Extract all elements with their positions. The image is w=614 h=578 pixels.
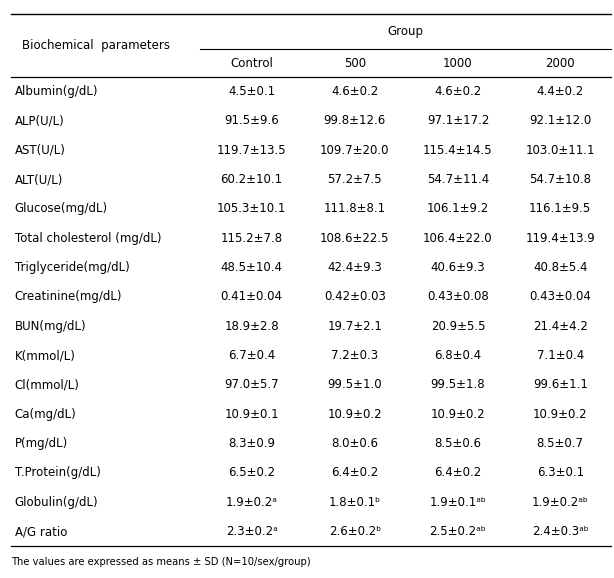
- Text: K(mmol/L): K(mmol/L): [15, 349, 76, 362]
- Text: 106.1±9.2: 106.1±9.2: [427, 202, 489, 216]
- Text: 10.9±0.2: 10.9±0.2: [430, 407, 485, 421]
- Text: 111.8±8.1: 111.8±8.1: [324, 202, 386, 216]
- Text: 1.8±0.1ᵇ: 1.8±0.1ᵇ: [328, 496, 381, 509]
- Text: 10.9±0.2: 10.9±0.2: [533, 407, 588, 421]
- Text: 119.4±13.9: 119.4±13.9: [526, 232, 595, 244]
- Text: 21.4±4.2: 21.4±4.2: [533, 320, 588, 333]
- Text: 103.0±11.1: 103.0±11.1: [526, 144, 595, 157]
- Text: 97.0±5.7: 97.0±5.7: [224, 379, 279, 391]
- Text: 40.8±5.4: 40.8±5.4: [533, 261, 588, 274]
- Text: 6.7±0.4: 6.7±0.4: [228, 349, 275, 362]
- Text: 18.9±2.8: 18.9±2.8: [224, 320, 279, 333]
- Text: 99.8±12.6: 99.8±12.6: [324, 114, 386, 127]
- Text: A/G ratio: A/G ratio: [15, 525, 67, 538]
- Text: 115.2±7.8: 115.2±7.8: [220, 232, 282, 244]
- Text: 10.9±0.2: 10.9±0.2: [327, 407, 382, 421]
- Text: 8.3±0.9: 8.3±0.9: [228, 437, 275, 450]
- Text: 105.3±10.1: 105.3±10.1: [217, 202, 286, 216]
- Text: 97.1±17.2: 97.1±17.2: [427, 114, 489, 127]
- Text: The values are expressed as means ± SD (N=10/sex/group): The values are expressed as means ± SD (…: [11, 557, 311, 566]
- Text: T.Protein(g/dL): T.Protein(g/dL): [15, 466, 101, 479]
- Text: 92.1±12.0: 92.1±12.0: [529, 114, 591, 127]
- Text: 4.6±0.2: 4.6±0.2: [331, 85, 378, 98]
- Text: 4.6±0.2: 4.6±0.2: [434, 85, 481, 98]
- Text: 54.7±10.8: 54.7±10.8: [529, 173, 591, 186]
- Text: 2.5±0.2ᵃᵇ: 2.5±0.2ᵃᵇ: [430, 525, 486, 538]
- Text: 8.5±0.6: 8.5±0.6: [435, 437, 481, 450]
- Text: Biochemical  parameters: Biochemical parameters: [22, 39, 170, 52]
- Text: 108.6±22.5: 108.6±22.5: [320, 232, 389, 244]
- Text: 1.9±0.2ᵃ: 1.9±0.2ᵃ: [226, 496, 278, 509]
- Text: 119.7±13.5: 119.7±13.5: [217, 144, 286, 157]
- Text: 500: 500: [344, 57, 366, 69]
- Text: 40.6±9.3: 40.6±9.3: [430, 261, 485, 274]
- Text: ALP(U/L): ALP(U/L): [15, 114, 64, 127]
- Text: Globulin(g/dL): Globulin(g/dL): [15, 496, 98, 509]
- Text: 109.7±20.0: 109.7±20.0: [320, 144, 389, 157]
- Text: Triglyceride(mg/dL): Triglyceride(mg/dL): [15, 261, 130, 274]
- Text: Total cholesterol (mg/dL): Total cholesterol (mg/dL): [15, 232, 161, 244]
- Text: Creatinine(mg/dL): Creatinine(mg/dL): [15, 290, 122, 303]
- Text: 60.2±10.1: 60.2±10.1: [220, 173, 282, 186]
- Text: P(mg/dL): P(mg/dL): [15, 437, 68, 450]
- Text: 10.9±0.1: 10.9±0.1: [224, 407, 279, 421]
- Text: 19.7±2.1: 19.7±2.1: [327, 320, 383, 333]
- Text: 54.7±11.4: 54.7±11.4: [427, 173, 489, 186]
- Text: 8.0±0.6: 8.0±0.6: [332, 437, 378, 450]
- Text: 0.41±0.04: 0.41±0.04: [220, 290, 282, 303]
- Text: 6.4±0.2: 6.4±0.2: [331, 466, 378, 479]
- Text: 1.9±0.1ᵃᵇ: 1.9±0.1ᵃᵇ: [430, 496, 486, 509]
- Text: 115.4±14.5: 115.4±14.5: [423, 144, 493, 157]
- Text: 1000: 1000: [443, 57, 473, 69]
- Text: Ca(mg/dL): Ca(mg/dL): [15, 407, 77, 421]
- Text: 8.5±0.7: 8.5±0.7: [537, 437, 584, 450]
- Text: 0.42±0.03: 0.42±0.03: [324, 290, 386, 303]
- Text: 42.4±9.3: 42.4±9.3: [327, 261, 382, 274]
- Text: 106.4±22.0: 106.4±22.0: [423, 232, 493, 244]
- Text: 0.43±0.08: 0.43±0.08: [427, 290, 489, 303]
- Text: 6.4±0.2: 6.4±0.2: [434, 466, 481, 479]
- Text: 7.1±0.4: 7.1±0.4: [537, 349, 584, 362]
- Text: 2000: 2000: [545, 57, 575, 69]
- Text: 20.9±5.5: 20.9±5.5: [430, 320, 485, 333]
- Text: 6.3±0.1: 6.3±0.1: [537, 466, 584, 479]
- Text: 7.2±0.3: 7.2±0.3: [331, 349, 378, 362]
- Text: 48.5±10.4: 48.5±10.4: [220, 261, 282, 274]
- Text: Glucose(mg/dL): Glucose(mg/dL): [15, 202, 108, 216]
- Text: 6.8±0.4: 6.8±0.4: [434, 349, 481, 362]
- Text: 99.6±1.1: 99.6±1.1: [533, 379, 588, 391]
- Text: 2.6±0.2ᵇ: 2.6±0.2ᵇ: [328, 525, 381, 538]
- Text: AST(U/L): AST(U/L): [15, 144, 66, 157]
- Text: Cl(mmol/L): Cl(mmol/L): [15, 379, 80, 391]
- Text: Group: Group: [387, 25, 424, 38]
- Text: 57.2±7.5: 57.2±7.5: [327, 173, 382, 186]
- Text: 116.1±9.5: 116.1±9.5: [529, 202, 591, 216]
- Text: Control: Control: [230, 57, 273, 69]
- Text: 6.5±0.2: 6.5±0.2: [228, 466, 275, 479]
- Text: 99.5±1.8: 99.5±1.8: [430, 379, 485, 391]
- Text: 91.5±9.6: 91.5±9.6: [224, 114, 279, 127]
- Text: 99.5±1.0: 99.5±1.0: [327, 379, 382, 391]
- Text: 4.5±0.1: 4.5±0.1: [228, 85, 275, 98]
- Text: 2.4±0.3ᵃᵇ: 2.4±0.3ᵃᵇ: [532, 525, 589, 538]
- Text: BUN(mg/dL): BUN(mg/dL): [15, 320, 87, 333]
- Text: 4.4±0.2: 4.4±0.2: [537, 85, 584, 98]
- Text: Albumin(g/dL): Albumin(g/dL): [15, 85, 98, 98]
- Text: ALT(U/L): ALT(U/L): [15, 173, 63, 186]
- Text: 2.3±0.2ᵃ: 2.3±0.2ᵃ: [226, 525, 278, 538]
- Text: 0.43±0.04: 0.43±0.04: [529, 290, 591, 303]
- Text: 1.9±0.2ᵃᵇ: 1.9±0.2ᵃᵇ: [532, 496, 589, 509]
